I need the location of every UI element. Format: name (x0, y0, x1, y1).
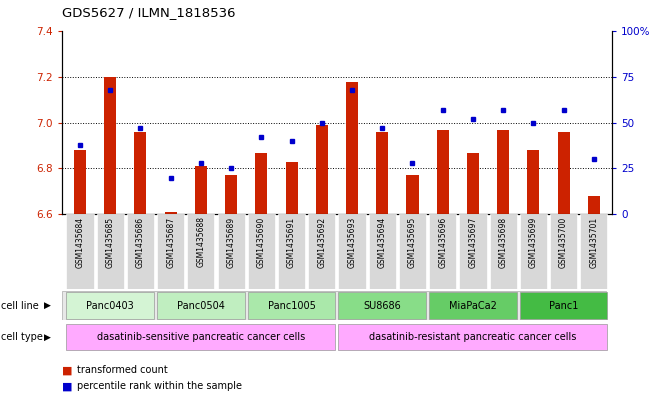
FancyBboxPatch shape (399, 214, 426, 289)
FancyBboxPatch shape (580, 214, 607, 289)
FancyBboxPatch shape (248, 214, 275, 289)
FancyBboxPatch shape (550, 214, 577, 289)
Bar (497, 130, 509, 214)
Bar (376, 132, 388, 214)
Bar (467, 152, 479, 214)
Text: GSM1435693: GSM1435693 (348, 217, 357, 268)
Text: GSM1435700: GSM1435700 (559, 217, 568, 268)
FancyBboxPatch shape (339, 292, 426, 319)
FancyBboxPatch shape (308, 214, 335, 289)
Bar (104, 77, 117, 214)
Text: dasatinib-sensitive pancreatic cancer cells: dasatinib-sensitive pancreatic cancer ce… (97, 332, 305, 342)
Text: Panc0504: Panc0504 (177, 301, 225, 310)
Bar (286, 162, 298, 214)
FancyBboxPatch shape (490, 214, 517, 289)
Text: GSM1435695: GSM1435695 (408, 217, 417, 268)
FancyBboxPatch shape (429, 292, 517, 319)
FancyBboxPatch shape (62, 291, 606, 320)
Text: Panc1005: Panc1005 (268, 301, 316, 310)
FancyBboxPatch shape (368, 214, 396, 289)
Bar (406, 175, 419, 214)
FancyBboxPatch shape (66, 214, 94, 289)
Text: ■: ■ (62, 381, 72, 391)
FancyBboxPatch shape (96, 214, 124, 289)
FancyBboxPatch shape (460, 214, 486, 289)
Text: GSM1435697: GSM1435697 (469, 217, 477, 268)
Text: GSM1435685: GSM1435685 (105, 217, 115, 268)
Bar (588, 196, 600, 214)
Text: GSM1435698: GSM1435698 (499, 217, 508, 268)
FancyBboxPatch shape (429, 214, 456, 289)
Text: ▶: ▶ (44, 333, 51, 342)
FancyBboxPatch shape (157, 292, 245, 319)
Text: ■: ■ (62, 365, 72, 375)
FancyBboxPatch shape (66, 292, 154, 319)
FancyBboxPatch shape (339, 214, 366, 289)
Text: GSM1435684: GSM1435684 (76, 217, 85, 268)
Text: GSM1435691: GSM1435691 (287, 217, 296, 268)
FancyBboxPatch shape (187, 214, 214, 289)
Bar (255, 152, 268, 214)
Bar (74, 150, 86, 214)
Bar (195, 166, 207, 214)
Text: GSM1435699: GSM1435699 (529, 217, 538, 268)
Bar (316, 125, 328, 214)
Text: percentile rank within the sample: percentile rank within the sample (77, 381, 242, 391)
Text: GSM1435694: GSM1435694 (378, 217, 387, 268)
FancyBboxPatch shape (248, 292, 335, 319)
FancyBboxPatch shape (217, 214, 245, 289)
FancyBboxPatch shape (339, 324, 607, 350)
Text: Panc1: Panc1 (549, 301, 578, 310)
Text: Panc0403: Panc0403 (87, 301, 134, 310)
Text: GSM1435686: GSM1435686 (136, 217, 145, 268)
Text: MiaPaCa2: MiaPaCa2 (449, 301, 497, 310)
FancyBboxPatch shape (127, 214, 154, 289)
Text: GSM1435688: GSM1435688 (197, 217, 205, 267)
Text: dasatinib-resistant pancreatic cancer cells: dasatinib-resistant pancreatic cancer ce… (369, 332, 577, 342)
FancyBboxPatch shape (519, 292, 607, 319)
FancyBboxPatch shape (519, 214, 547, 289)
Text: ▶: ▶ (44, 301, 51, 310)
FancyBboxPatch shape (278, 214, 305, 289)
Bar (527, 150, 540, 214)
Text: GSM1435689: GSM1435689 (227, 217, 236, 268)
FancyBboxPatch shape (66, 324, 335, 350)
Bar (346, 82, 358, 214)
Text: transformed count: transformed count (77, 365, 167, 375)
Bar (134, 132, 146, 214)
Text: GSM1435692: GSM1435692 (317, 217, 326, 268)
Text: GDS5627 / ILMN_1818536: GDS5627 / ILMN_1818536 (62, 6, 236, 19)
Text: GSM1435696: GSM1435696 (438, 217, 447, 268)
Text: cell line: cell line (1, 301, 39, 311)
Text: GSM1435701: GSM1435701 (589, 217, 598, 268)
Bar (557, 132, 570, 214)
Text: SU8686: SU8686 (363, 301, 401, 310)
Bar (437, 130, 449, 214)
Text: GSM1435687: GSM1435687 (166, 217, 175, 268)
Text: GSM1435690: GSM1435690 (257, 217, 266, 268)
Text: cell type: cell type (1, 332, 43, 342)
FancyBboxPatch shape (157, 214, 184, 289)
Bar (165, 212, 176, 214)
Bar (225, 175, 237, 214)
